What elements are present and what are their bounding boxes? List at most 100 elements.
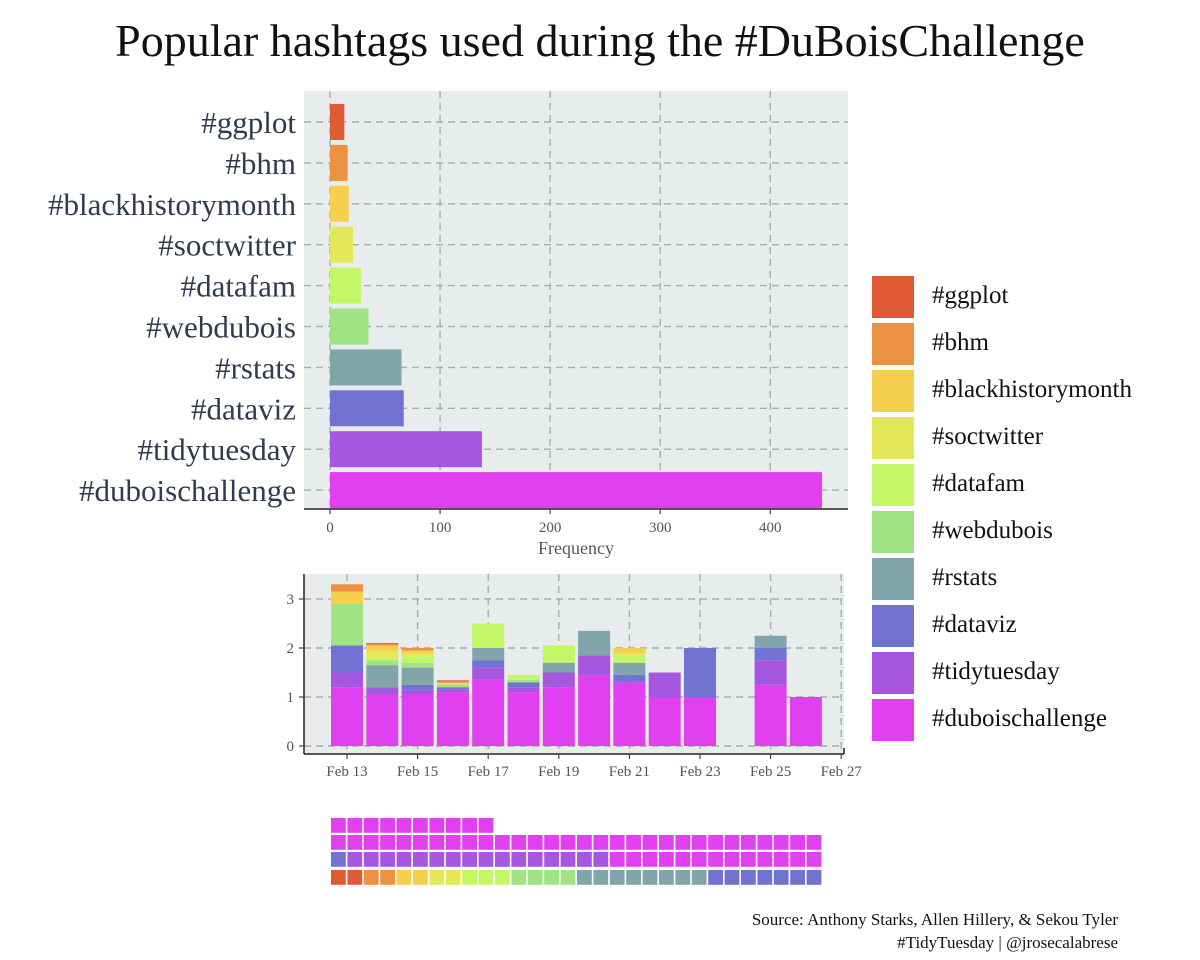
bar-segment-datafam <box>507 674 540 680</box>
waffle-cell-dataviz <box>773 870 789 885</box>
waffle-cell-duboischallenge <box>380 818 395 833</box>
category-label: #datafam <box>181 269 296 304</box>
bar-segment-tidytuesday <box>507 687 540 693</box>
category-label: #dataviz <box>191 391 296 426</box>
waffle-cell-duboischallenge <box>691 852 707 867</box>
waffle-cell-webdubois <box>511 870 527 885</box>
waffle-cell-duboischallenge <box>413 835 428 850</box>
x-tick-label: 300 <box>649 520 672 536</box>
hashtag-frequency-chart: #ggplot #bhm #blackhistorymonth #soctwitter… <box>48 91 848 558</box>
x-tick-label: Feb 27 <box>821 764 863 780</box>
bar-segment-soctwitter <box>436 683 469 685</box>
waffle-cell-duboischallenge <box>659 852 674 867</box>
legend-swatch <box>872 370 914 412</box>
waffle-cell-datafam <box>495 870 510 885</box>
legend-swatch <box>872 417 914 459</box>
legend-swatch <box>872 323 914 365</box>
waffle-cell-duboischallenge <box>609 835 625 850</box>
bar-segment-ggplot <box>436 680 469 682</box>
x-tick-label: Feb 19 <box>538 764 579 780</box>
waffle-cell-duboischallenge <box>642 835 658 850</box>
bar-segment-soctwitter <box>613 652 646 656</box>
waffle-cell-dataviz <box>741 870 756 885</box>
bar-segment-webdubois <box>436 684 469 688</box>
waffle-cell-soctwitter <box>445 870 461 885</box>
bar-segment-soctwitter <box>401 652 434 656</box>
bar-segment-blackhistorymonth <box>331 591 363 604</box>
waffle-cell-duboischallenge <box>593 835 609 850</box>
bar-segment-rstats <box>472 648 505 661</box>
bar-segment-dataviz <box>401 684 434 690</box>
bar-segment-dataviz <box>331 645 363 673</box>
bar-segment-duboischallenge <box>754 684 787 746</box>
bar-segment-datafam <box>366 657 399 661</box>
waffle-cell-duboischallenge <box>445 818 461 833</box>
waffle-cell-rstats <box>577 870 592 885</box>
x-tick-label: Feb 25 <box>750 764 791 780</box>
waffle-cell-ggplot <box>331 870 346 885</box>
y-tick-label: 1 <box>287 690 295 706</box>
waffle-cell-webdubois <box>560 870 576 885</box>
bar-segment-tidytuesday <box>754 660 787 685</box>
waffle-cell-duboischallenge <box>429 818 445 833</box>
waffle-cell-bhm <box>363 870 379 885</box>
legend-swatch <box>872 699 914 741</box>
legend-swatch <box>872 558 914 600</box>
x-tick-label: Feb 21 <box>609 764 650 780</box>
waffle-cell-tidytuesday <box>347 852 363 867</box>
bar-segment-duboischallenge <box>542 687 575 746</box>
waffle-cell-duboischallenge <box>462 835 477 850</box>
waffle-cell-duboischallenge <box>478 835 494 850</box>
caption-source: Source: Anthony Starks, Allen Hillery, &… <box>751 910 1118 929</box>
bar-segment-webdubois <box>366 660 399 666</box>
waffle-cell-duboischallenge <box>396 835 412 850</box>
waffle-cell-duboischallenge <box>708 835 723 850</box>
waffle-cell-duboischallenge <box>544 835 559 850</box>
bar-datafam <box>330 267 361 304</box>
waffle-cell-duboischallenge <box>331 835 346 850</box>
bar-segment-dataviz <box>684 648 716 697</box>
bar-segment-rstats <box>578 630 611 656</box>
bar-segment-duboischallenge <box>578 674 611 746</box>
y-tick-label: 3 <box>287 592 295 608</box>
bar-bhm <box>330 144 348 181</box>
legend-label: #tidytuesday <box>932 658 1060 685</box>
waffle-cell-blackhistorymonth <box>396 870 412 885</box>
x-tick-label: Feb 15 <box>397 764 438 780</box>
bar-segment-datafam <box>401 655 434 663</box>
waffle-cell-duboischallenge <box>675 835 691 850</box>
bar-segment-dataviz <box>613 674 646 683</box>
waffle-cell-duboischallenge <box>724 835 740 850</box>
waffle-cell-duboischallenge <box>724 852 740 867</box>
waffle-cell-rstats <box>675 870 691 885</box>
waffle-cell-duboischallenge <box>741 835 756 850</box>
waffle-cell-tidytuesday <box>511 852 527 867</box>
waffle-cell-bhm <box>380 870 395 885</box>
waffle-cell-duboischallenge <box>773 852 789 867</box>
bar-segment-bhm <box>401 648 434 651</box>
waffle-cell-duboischallenge <box>626 852 641 867</box>
bar-segment-tidytuesday <box>401 689 434 695</box>
bar-segment-webdubois <box>507 679 540 683</box>
waffle-cell-duboischallenge <box>757 852 773 867</box>
waffle-cell-ggplot <box>347 870 363 885</box>
waffle-cell-tidytuesday <box>577 852 592 867</box>
legend-swatch <box>872 464 914 506</box>
waffle-cell-tidytuesday <box>495 852 510 867</box>
category-label: #rstats <box>215 350 296 385</box>
bar-segment-rstats <box>613 662 646 675</box>
bar-segment-rstats <box>401 667 434 685</box>
bar-segment-duboischallenge <box>648 697 681 746</box>
category-label: #webdubois <box>146 310 296 345</box>
bar-segment-tidytuesday <box>542 672 575 688</box>
bar-segment-tidytuesday <box>578 655 611 675</box>
bar-rstats <box>330 349 402 386</box>
bar-segment-dataviz <box>436 687 469 690</box>
waffle-cell-dataviz <box>790 870 805 885</box>
waffle-cell-datafam <box>462 870 477 885</box>
legend-label: #blackhistorymonth <box>932 376 1132 403</box>
category-label: #soctwitter <box>158 228 296 263</box>
waffle-cell-tidytuesday <box>478 852 494 867</box>
waffle-cell-duboischallenge <box>790 835 805 850</box>
waffle-cell-duboischallenge <box>560 835 576 850</box>
